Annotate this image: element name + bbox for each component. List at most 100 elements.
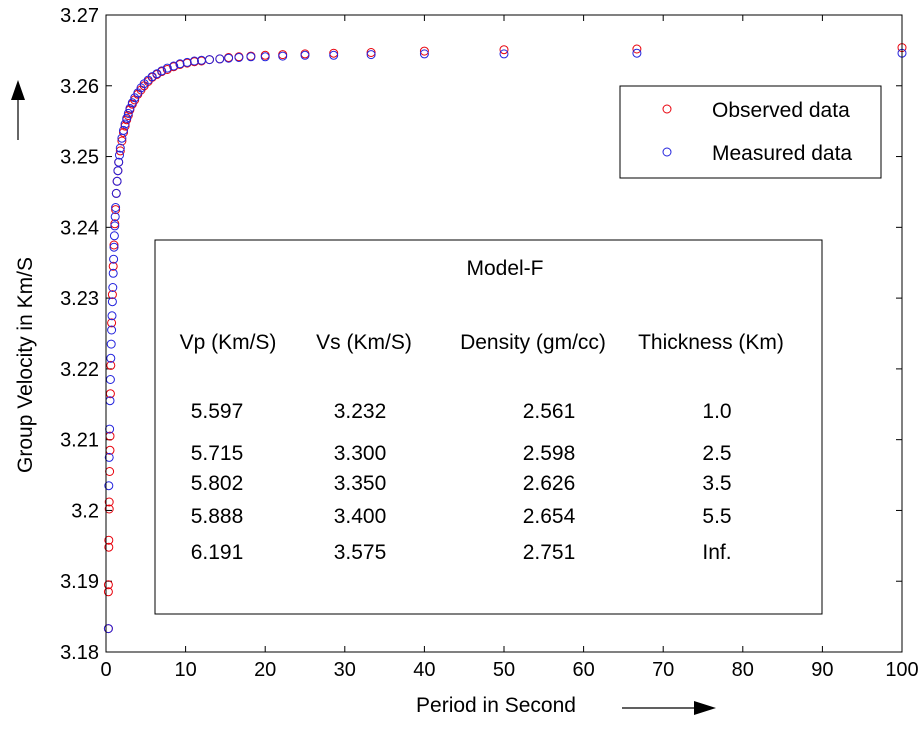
table-cell: 3.400 <box>334 505 387 528</box>
point-measured-data <box>133 88 143 98</box>
point-observed-data <box>419 46 429 56</box>
point-measured-data <box>106 339 116 349</box>
y-tick-label: 3.2 <box>71 500 99 522</box>
point-measured-data <box>300 50 310 60</box>
point-observed-data <box>110 219 120 229</box>
table-cell: 5.597 <box>191 400 244 423</box>
point-measured-data <box>147 72 157 82</box>
point-measured-data <box>110 221 120 231</box>
point-measured-data <box>109 231 119 241</box>
data-points <box>103 43 907 634</box>
point-measured-data <box>224 53 234 63</box>
x-tick-label: 70 <box>652 659 674 681</box>
point-measured-data <box>419 49 429 59</box>
point-observed-data <box>107 290 117 300</box>
axis-ticks: 0 10 20 30 40 50 60 70 80 90 100 3.18 3.19 3.2 3.21 3.2… <box>60 5 919 681</box>
point-measured-data <box>278 51 288 61</box>
point-measured-data <box>111 188 121 198</box>
y-tick-label: 3.22 <box>60 359 99 381</box>
table-cell: 2.598 <box>523 442 576 465</box>
point-measured-data <box>108 283 118 292</box>
point-measured-data <box>115 143 125 153</box>
point-measured-data <box>169 61 179 71</box>
point-observed-data <box>117 136 127 146</box>
point-measured-data <box>106 353 116 363</box>
point-measured-data <box>632 48 642 58</box>
point-measured-data <box>111 203 121 212</box>
legend: Observed data Measured data <box>619 85 882 179</box>
y-tick-label: 3.19 <box>60 571 99 593</box>
x-tick-label: 90 <box>811 659 833 681</box>
point-measured-data <box>499 49 509 59</box>
point-measured-data <box>175 59 185 69</box>
y-tick-label: 3.18 <box>60 642 99 664</box>
x-tick-label: 50 <box>493 659 515 681</box>
y-tick-label: 3.23 <box>60 288 99 310</box>
table-header-vs: Vs (Km/S) <box>316 331 412 354</box>
point-observed-data <box>108 261 118 271</box>
point-measured-data <box>103 624 113 634</box>
legend-label-measured: Measured data <box>712 142 852 165</box>
x-tick-label: 80 <box>732 659 754 681</box>
table-cell: 3.232 <box>334 400 387 423</box>
y-tick-label: 3.27 <box>60 5 99 27</box>
model-title: Model-F <box>466 257 543 280</box>
table-cell: 3.5 <box>702 472 731 495</box>
point-measured-data <box>109 254 119 264</box>
y-axis-label-text: Group Velocity in Km/S <box>14 257 37 473</box>
point-measured-data <box>234 53 244 62</box>
point-measured-data <box>110 212 120 222</box>
point-measured-data <box>123 108 133 118</box>
point-measured-data <box>157 66 167 76</box>
point-measured-data <box>109 242 119 252</box>
y-tick-label: 3.26 <box>60 76 99 98</box>
point-measured-data <box>107 325 117 335</box>
legend-marker-observed <box>662 104 672 114</box>
point-measured-data <box>152 69 162 79</box>
y-tick-label: 3.21 <box>60 430 99 452</box>
point-measured-data <box>182 57 192 67</box>
point-measured-data <box>189 56 199 66</box>
table-cell: 5.888 <box>191 505 244 528</box>
point-observed-data <box>103 587 113 597</box>
table-header-vp: Vp (Km/S) <box>180 331 277 354</box>
point-observed-data <box>105 467 115 476</box>
x-axis-label: Period in Second <box>416 694 576 717</box>
table-cell: 6.191 <box>191 541 244 564</box>
y-axis-arrow <box>11 80 25 140</box>
point-measured-data <box>122 113 132 123</box>
point-measured-data <box>115 150 124 160</box>
point-observed-data <box>119 128 128 137</box>
table-cell: 2.561 <box>523 400 576 423</box>
point-measured-data <box>130 93 140 103</box>
x-tick-label: 10 <box>174 659 196 681</box>
x-tick-label: 30 <box>334 659 356 681</box>
table-cell: 1.0 <box>702 400 731 423</box>
point-measured-data <box>112 176 122 186</box>
point-observed-data <box>329 48 339 58</box>
point-observed-data <box>632 44 642 54</box>
table-cell: 3.575 <box>334 541 387 564</box>
point-measured-data <box>215 54 225 64</box>
point-measured-data <box>125 103 135 113</box>
point-measured-data <box>127 98 137 108</box>
table-cell: 5.802 <box>191 472 244 495</box>
point-measured-data <box>104 481 114 491</box>
point-measured-data <box>329 50 339 60</box>
point-measured-data <box>104 452 114 462</box>
plot-area-frame <box>105 14 903 653</box>
table-cell: Inf. <box>702 541 731 564</box>
point-measured-data <box>113 166 123 176</box>
table-cell: 2.626 <box>523 472 576 495</box>
table-cell: 3.350 <box>334 472 387 495</box>
point-measured-data <box>260 52 270 62</box>
table-cell: 2.654 <box>523 505 576 528</box>
table-cell: 5.715 <box>191 442 244 465</box>
table-header-density: Density (gm/cc) <box>460 331 606 354</box>
model-table: Model-F Vp (Km/S) Vs (Km/S) Density (gm/… <box>154 239 823 615</box>
x-tick-label: 0 <box>100 659 111 681</box>
point-observed-data <box>107 318 117 328</box>
point-measured-data <box>105 375 115 384</box>
point-measured-data <box>366 50 376 60</box>
